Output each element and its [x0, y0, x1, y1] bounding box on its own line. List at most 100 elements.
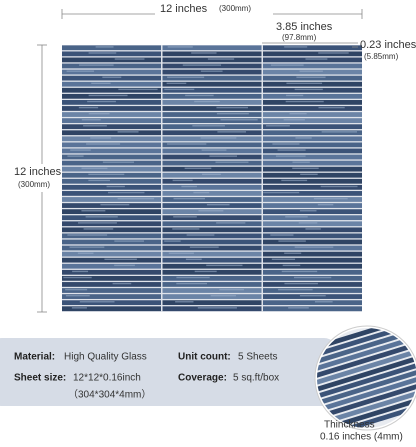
tile-strip: [62, 81, 161, 87]
tile-streak: [176, 276, 210, 279]
tile-streak: [81, 210, 106, 212]
tile-strip: [162, 178, 262, 184]
tile-strip: [62, 300, 161, 306]
tile-streak: [300, 173, 318, 176]
tile-streak: [216, 222, 246, 224]
tile-strip: [263, 221, 362, 227]
tile-strip: [263, 282, 362, 287]
tile-strip: [162, 51, 262, 57]
tile-streak: [102, 161, 135, 163]
tile-streak: [281, 270, 318, 273]
tile-strip: [263, 130, 362, 136]
tile-strip: [62, 239, 161, 245]
tile-streak: [294, 88, 323, 91]
tile-streak: [65, 288, 88, 291]
tile-strip: [263, 75, 362, 81]
tile-streak: [185, 94, 214, 97]
tile-strip: [263, 239, 362, 245]
tile-streak: [167, 143, 207, 145]
tile-streak: [77, 252, 94, 254]
width-metric: (300mm): [219, 4, 251, 13]
tile-strip: [162, 269, 262, 275]
tile-streak: [200, 70, 223, 72]
tile-streak: [198, 210, 224, 212]
tile-strip: [263, 275, 362, 281]
tile-streak: [71, 307, 87, 309]
tile-streak: [112, 282, 132, 285]
tile-sheet: [62, 45, 362, 312]
tile-streak: [313, 197, 348, 200]
tile-strip: [263, 172, 362, 178]
tile-strip: [263, 160, 362, 166]
tile-strip: [263, 69, 362, 75]
tile-strip: [162, 294, 262, 299]
tile-streak: [184, 167, 212, 169]
strip-width-label: 0.23 inches: [360, 39, 416, 51]
tile-streak: [271, 258, 296, 260]
tile-strip: [62, 215, 161, 221]
tile-strip: [263, 184, 362, 190]
tile-streak: [79, 64, 114, 66]
tile-streak: [283, 119, 305, 121]
tile-streak: [209, 155, 238, 157]
tile-streak: [78, 106, 99, 109]
tile-streak: [173, 197, 205, 200]
tile-strip: [162, 257, 262, 263]
thickness-value: 0.16 inches (4mm): [320, 432, 403, 443]
tile-streak: [172, 179, 193, 182]
tile-streak: [192, 125, 225, 127]
tile-streak: [285, 100, 324, 103]
tile-strip: [162, 282, 262, 287]
tile-streak: [275, 155, 306, 157]
tile-strip: [62, 130, 161, 136]
tile-streak: [185, 258, 202, 260]
tile-streak: [270, 234, 294, 236]
tile-strip: [263, 233, 362, 239]
tile-streak: [298, 222, 318, 224]
tile-strip: [162, 75, 262, 81]
tile-strip: [162, 172, 262, 178]
tile-strip: [162, 184, 262, 190]
tile-strip: [62, 136, 161, 142]
tile-strip: [62, 227, 161, 233]
tile-streak: [191, 52, 217, 54]
tile-strip: [162, 203, 262, 208]
tile-strip: [162, 300, 262, 306]
tile-streak: [320, 185, 358, 188]
tile-streak: [215, 161, 249, 163]
tile-streak: [63, 276, 92, 279]
tile-streak: [172, 228, 200, 230]
tile-strip: [162, 63, 262, 69]
tile-streak: [321, 131, 358, 133]
tile-streak: [202, 173, 221, 176]
tile-strip: [162, 160, 262, 166]
closeup-strip: [317, 338, 416, 383]
tile-strip: [162, 215, 262, 221]
spec-value: 5 sq.ft/box: [233, 373, 279, 384]
tile-strip: [162, 227, 262, 233]
tile-strip: [62, 197, 161, 202]
tile-strip: [62, 178, 161, 184]
tile-streak: [114, 264, 135, 267]
tile-strip: [62, 160, 161, 166]
tile-strip: [263, 251, 362, 257]
tile-streak: [83, 228, 114, 230]
tile-strip: [263, 294, 362, 299]
spec-label: Material:: [14, 352, 55, 363]
tile-streak: [292, 167, 319, 169]
label-bg: [155, 3, 273, 17]
tile-strip: [162, 106, 262, 111]
tile-streak: [88, 52, 117, 54]
tile-streak: [295, 137, 312, 139]
tile-strip: [162, 130, 262, 136]
strip-length-label: 3.85 inches: [276, 21, 333, 33]
tile-streak: [81, 119, 101, 121]
tile-streak: [281, 179, 308, 182]
tile-strip: [263, 63, 362, 69]
tile-strip: [62, 275, 161, 281]
tile-streak: [100, 203, 130, 206]
tile-strip: [263, 124, 362, 130]
closeup-strip: [317, 373, 416, 418]
label-bg: [10, 164, 62, 192]
